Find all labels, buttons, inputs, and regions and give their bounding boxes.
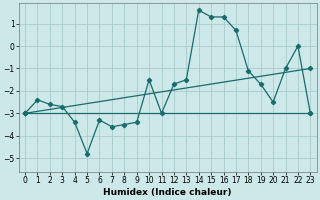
X-axis label: Humidex (Indice chaleur): Humidex (Indice chaleur) [103,188,232,197]
